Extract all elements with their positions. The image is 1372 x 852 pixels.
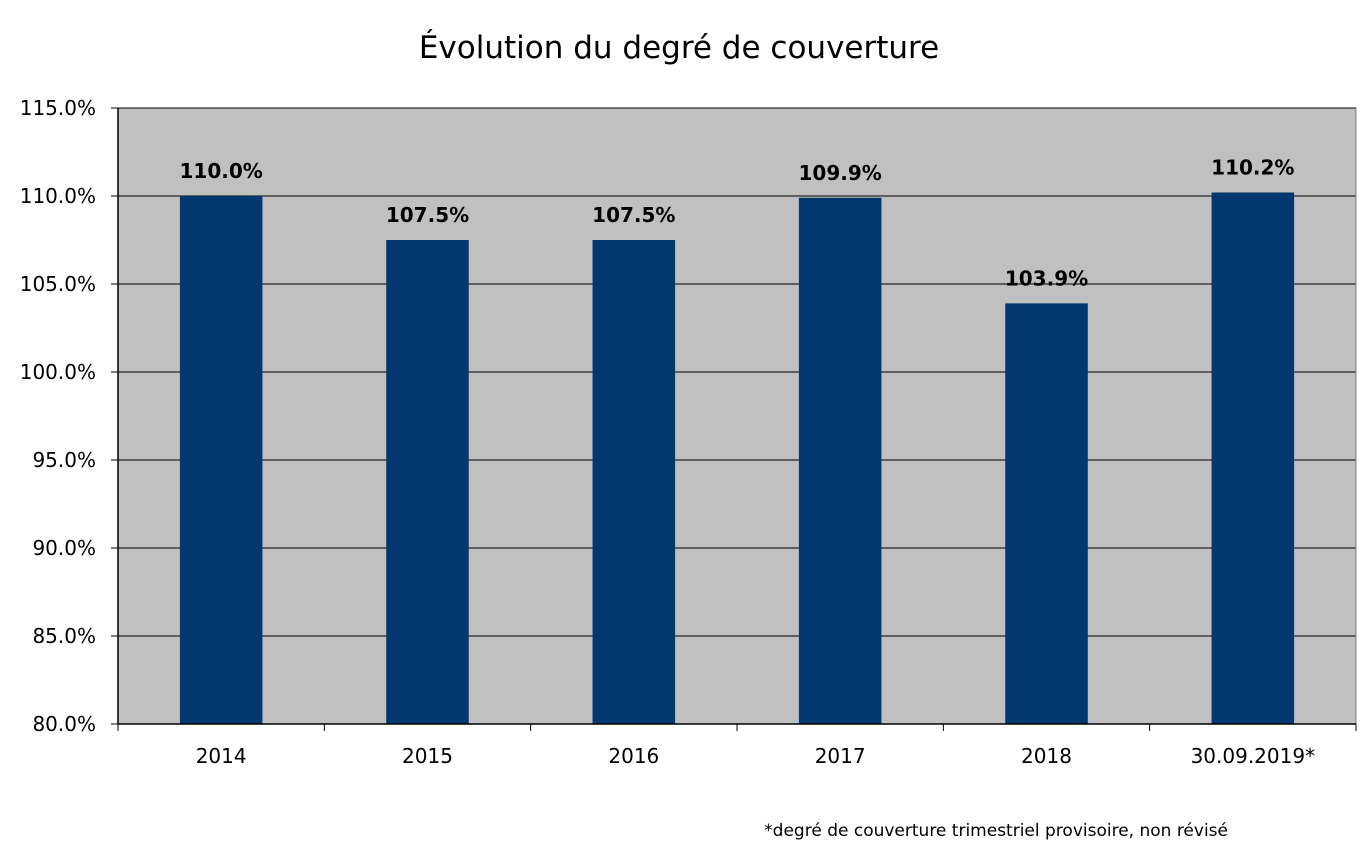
y-tick-label: 95.0%	[32, 448, 96, 472]
data-label: 109.9%	[799, 161, 882, 185]
x-tick-label: 2018	[1021, 744, 1072, 768]
bar	[179, 196, 263, 724]
y-tick-label: 100.0%	[20, 360, 96, 384]
y-tick-label: 90.0%	[32, 536, 96, 560]
gridlines	[118, 107, 1357, 724]
bars	[179, 192, 1295, 725]
y-tick-label: 115.0%	[20, 96, 96, 120]
x-tick-label: 2016	[608, 744, 659, 768]
bar	[386, 240, 469, 724]
x-tick-label: 2017	[815, 744, 866, 768]
y-tick-label: 80.0%	[32, 712, 96, 736]
data-label: 110.0%	[180, 159, 263, 183]
bar	[798, 197, 882, 724]
data-labels: 110.0% 107.5% 107.5% 109.9% 103.9% 110.2%	[180, 155, 1295, 290]
y-tick-label: 105.0%	[20, 272, 96, 296]
footnote: *degré de couverture trimestriel proviso…	[764, 821, 1228, 841]
axes	[111, 107, 1357, 731]
bar	[1005, 303, 1088, 724]
data-label: 103.9%	[1005, 266, 1088, 290]
y-tick-label: 85.0%	[32, 624, 96, 648]
x-tick-label: 2015	[402, 744, 453, 768]
y-tick-label: 110.0%	[20, 184, 96, 208]
x-axis-tick-labels: 2014 2015 2016 2017 2018 30.09.2019*	[196, 744, 1315, 768]
data-label: 107.5%	[592, 203, 675, 227]
chart-title: Évolution du degré de couverture	[419, 30, 939, 66]
y-axis-tick-labels: 80.0% 85.0% 90.0% 95.0% 100.0% 105.0% 110.0% 11…	[20, 96, 96, 736]
data-label: 107.5%	[386, 203, 469, 227]
bar	[592, 240, 676, 724]
x-tick-label: 30.09.2019*	[1191, 744, 1316, 768]
plot-area	[118, 108, 1356, 724]
data-label: 110.2%	[1211, 155, 1294, 179]
bar	[1211, 192, 1295, 725]
x-tick-label: 2014	[196, 744, 247, 768]
